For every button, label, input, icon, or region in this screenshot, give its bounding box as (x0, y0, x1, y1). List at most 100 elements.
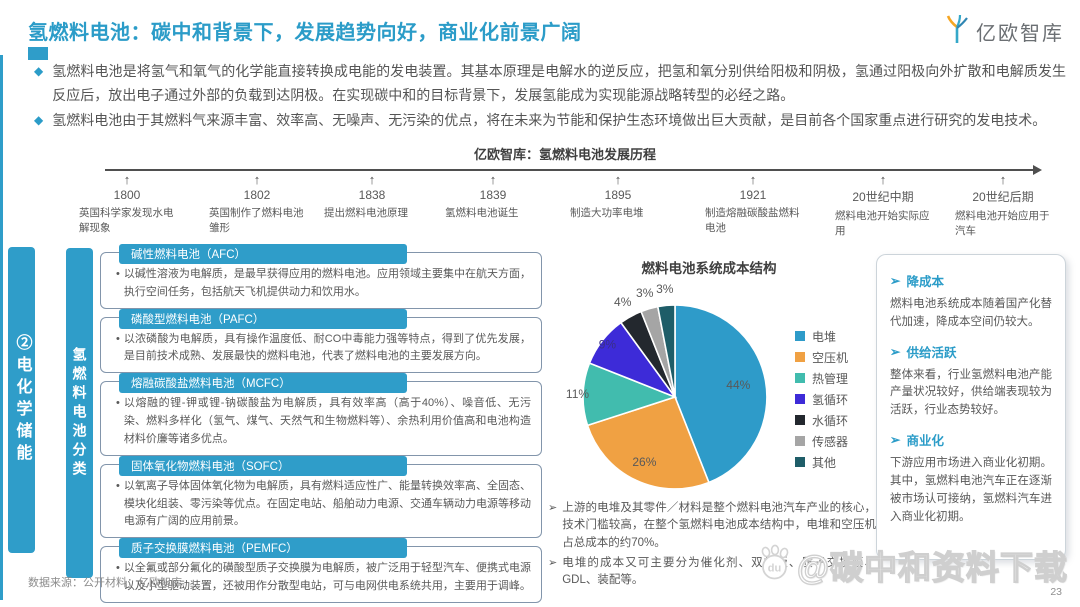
event-year: 1802 (243, 188, 271, 202)
pie-data-label: 4% (614, 295, 632, 309)
diamond-bullet-icon: ◆ (34, 64, 44, 78)
dot-bullet: • (116, 562, 120, 575)
cost-pie-chart: 44% 26% 11% 9% 4% 3% 3% (566, 282, 768, 490)
event-year: 1839 (479, 188, 507, 202)
legend-item: 空压机 (795, 350, 849, 365)
arrow-bullet-icon: ➢ (890, 274, 901, 288)
intro-bullet: ◆ 氢燃料电池由于其燃料气来源丰富、效率高、无噪声、无污染的优点，将在未来为节能… (34, 109, 1066, 133)
dot-bullet: • (116, 332, 120, 345)
page-title: 氢燃料电池：碳中和背景下，发展趋势向好，商业化前景广阔 (28, 22, 582, 44)
legend-item: 水循环 (795, 414, 848, 428)
up-arrow-icon: ↑ (879, 172, 887, 187)
timeline-axis (105, 169, 1035, 171)
event-year: 1895 (604, 188, 632, 202)
up-arrow-icon: ↑ (614, 172, 622, 187)
pie-data-label: 11% (566, 387, 589, 401)
chart-notes: ➢ 上游的电堆及其零件／材料是整个燃料电池汽车产业的核心，技术门槛较高，在整个氢… (548, 500, 876, 592)
pie-data-label: 44% (726, 378, 750, 392)
event-desc: 制造熔融碳酸盐燃料电池 (705, 207, 800, 235)
legend-label: 电堆 (812, 329, 837, 344)
classification-box-desc: 以熔融的锂-钾或锂-钠碳酸盐为电解质，具有效率高（高于40%）、噪音低、无污染、… (123, 397, 531, 445)
legend-item: 传感器 (795, 434, 849, 449)
arrow-bullet-icon: ➢ (890, 344, 901, 359)
legend-item: 其他 (795, 455, 848, 470)
diamond-bullet-icon: ◆ (34, 113, 44, 128)
watermark: du @碳中和资料下载 (753, 541, 1068, 589)
classification-tab: 氢燃料电池分类 (66, 248, 93, 578)
insight-heading-text: 降成本 (906, 275, 944, 289)
arrow-bullet-icon: ➢ (548, 556, 558, 569)
legend-item: 氢循环 (795, 392, 849, 407)
insight-body: 下游应用市场进入商业化初期。其中，氢燃料电池汽车正在逐渐被市场认可接纳，氢燃料汽… (890, 457, 1052, 523)
legend-label: 传感器 (812, 434, 849, 449)
logo-icon (944, 14, 970, 49)
insight-heading-text: 商业化 (906, 434, 944, 449)
paw-icon: du (753, 542, 795, 589)
insight-heading: ➢ 商业化 (890, 430, 1052, 449)
logo-text: 亿欧智库 (976, 23, 1064, 45)
brand-logo: 亿欧智库 (944, 14, 1064, 49)
classification-box-title: 磷酸型燃料电池（PAFC） (119, 308, 407, 329)
timeline-event: ↑ 1800 英国科学家发现水电解现象 (72, 173, 182, 236)
up-arrow-icon: ↑ (123, 172, 131, 187)
insight-heading-text: 供给活跃 (906, 345, 957, 360)
event-desc: 提出燃料电池原理 (324, 207, 408, 219)
chart-note: ➢ 电堆的成本又可主要分为催化剂、双极板、质子交换膜、GDL、装配等。 (548, 555, 876, 590)
insights-panel: ➢ 降成本 燃料电池系统成本随着国产化替代加速，降成本空间仍较大。 ➢ 供给活跃… (876, 254, 1066, 560)
pie-data-label: 9% (599, 338, 617, 352)
title-accent-square (28, 47, 48, 60)
timeline-event: ↑ 20世纪中期 燃料电池开始实际应用 (828, 173, 938, 239)
insight-body: 燃料电池系统成本随着国产化替代加速，降成本空间仍较大。 (890, 298, 1052, 328)
intro-bullet: ◆ 氢燃料电池是将氢气和氧气的化学能直接转换成电能的发电装置。其基本原理是电解水… (34, 60, 1066, 107)
legend-label: 其他 (812, 455, 837, 470)
event-desc: 燃料电池开始实际应用 (835, 210, 930, 238)
pie-slice (586, 396, 710, 490)
dot-bullet: • (116, 397, 120, 410)
legend-swatch (795, 457, 805, 467)
source-note: 数据来源：公开材料；亿欧智库 (28, 577, 182, 589)
up-arrow-icon: ↑ (749, 172, 757, 187)
classification-box-title: 碱性燃料电池（AFC） (119, 244, 407, 264)
classification-box-desc: 以全氟或部分氟化的磺酸型质子交换膜为电解质，被广泛用于轻型汽车、便携式电源以及小… (123, 562, 531, 592)
timeline-event: ↑ 1802 英国制作了燃料电池雏形 (202, 173, 312, 236)
legend-label: 空压机 (812, 350, 849, 365)
chart-note-text: 上游的电堆及其零件／材料是整个燃料电池汽车产业的核心，技术门槛较高，在整个氢燃料… (562, 502, 876, 549)
svg-text:du: du (768, 562, 781, 574)
intro-bullet-text: 氢燃料电池由于其燃料气来源丰富、效率高、无噪声、无污染的优点，将在未来为节能和保… (52, 112, 1047, 129)
event-desc: 制造大功率电堆 (570, 207, 644, 219)
legend-swatch (795, 373, 805, 383)
event-desc: 英国科学家发现水电解现象 (79, 207, 174, 235)
legend-swatch (795, 394, 805, 404)
classification-box-desc: 以浓磷酸为电解质，具有操作温度低、耐CO中毒能力强等特点，得到了优先发展，是目前… (123, 332, 531, 363)
event-desc: 氢燃料电池诞生 (445, 207, 519, 219)
classification-box-title: 熔融碳酸盐燃料电池（MCFC） (119, 373, 407, 394)
timeline-arrowhead-icon (1033, 165, 1042, 175)
pie-data-label: 26% (632, 455, 656, 469)
left-edge-rule (0, 55, 3, 600)
up-arrow-icon: ↑ (999, 172, 1007, 187)
legend-swatch (795, 415, 805, 425)
insight-heading: ➢ 降成本 (890, 271, 1052, 290)
insight-heading: ➢ 供给活跃 (890, 342, 1052, 361)
legend-swatch (795, 331, 805, 341)
legend-item: 热管理 (795, 372, 848, 386)
timeline-event: ↑ 1839 氢燃料电池诞生 (438, 173, 548, 221)
event-year: 1838 (358, 188, 386, 202)
classification-box-mcfc: 熔融碳酸盐燃料电池（MCFC） • 以熔融的锂-钾或锂-钠碳酸盐为电解质，具有效… (100, 373, 542, 456)
classification-box-title: 质子交换膜燃料电池（PEMFC） (119, 538, 407, 559)
event-desc: 英国制作了燃料电池雏形 (209, 207, 304, 235)
pie-slice (656, 304, 676, 398)
event-year: 1921 (739, 188, 767, 202)
legend-item: 电堆 (795, 329, 848, 344)
dot-bullet: • (116, 479, 120, 492)
legend-label: 氢循环 (812, 392, 849, 407)
page-number: 23 (1050, 586, 1062, 598)
event-desc: 燃料电池开始应用于汽车 (955, 210, 1050, 238)
event-year: 20世纪后期 (972, 190, 1034, 204)
dot-bullet: • (116, 268, 120, 280)
chart-note-text: 电堆的成本又可主要分为催化剂、双极板、质子交换膜、GDL、装配等。 (562, 556, 876, 586)
classification-box-desc: 以氧离子导体固体氧化物为电解质，具有燃料适应性广、能量转换效率高、全固态、模块化… (123, 479, 531, 528)
up-arrow-icon: ↑ (489, 172, 497, 187)
classification-box-title: 固体氧化物燃料电池（SOFC） (119, 455, 407, 476)
